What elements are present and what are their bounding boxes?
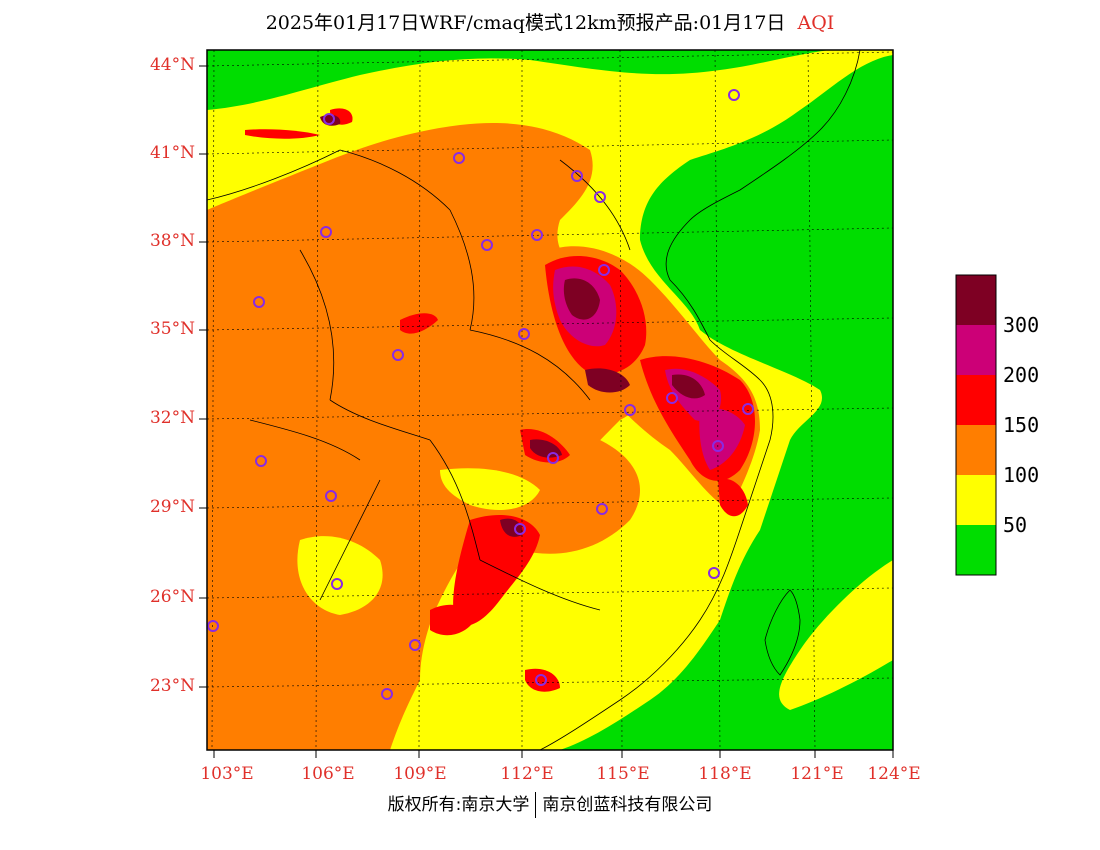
credit-line: 版权所有:南京大学 南京创蓝科技有限公司 <box>0 790 1100 818</box>
legend-label-100: 100 <box>1003 463 1040 487</box>
map-field <box>207 50 893 750</box>
lon-label-121: 121°E <box>790 764 844 784</box>
credit-separator <box>535 792 537 818</box>
lon-label-118: 118°E <box>698 764 752 784</box>
station-markers <box>207 89 754 700</box>
lat-label-41: 41°N <box>149 143 195 163</box>
title-variable: AQI <box>797 12 835 34</box>
map-title: 2025年01月17日WRF/cmaq模式12km预报产品:01月17日 AQI <box>0 8 1100 35</box>
lon-label-106: 106°E <box>301 764 355 784</box>
lat-label-35: 35°N <box>149 319 195 339</box>
legend-label-150: 150 <box>1003 413 1040 437</box>
legend-swatch-moderate <box>956 475 996 525</box>
legend-swatch-very-unhealthy <box>956 325 996 375</box>
graticule <box>207 50 893 750</box>
legend-label-200: 200 <box>1003 363 1040 387</box>
lon-label-112: 112°E <box>500 764 554 784</box>
lon-label-109: 109°E <box>393 764 447 784</box>
legend-swatch-sensitive <box>956 425 996 475</box>
legend-colorbar <box>955 274 997 576</box>
legend-swatch-good <box>956 525 996 575</box>
lon-label-124: 124°E <box>867 764 921 784</box>
legend-swatch-hazardous <box>956 275 996 325</box>
legend-label-50: 50 <box>1003 513 1028 537</box>
legend-label-300: 300 <box>1003 313 1040 337</box>
credit-right: 南京创蓝科技有限公司 <box>542 795 713 815</box>
lon-label-115: 115°E <box>596 764 650 784</box>
axis-ticks <box>199 65 894 758</box>
credit-left: 版权所有:南京大学 <box>387 795 530 815</box>
lon-label-103: 103°E <box>200 764 254 784</box>
lat-label-26: 26°N <box>149 587 195 607</box>
lat-label-32: 32°N <box>149 408 195 428</box>
lat-label-29: 29°N <box>149 497 195 517</box>
lat-label-44: 44°N <box>149 55 195 75</box>
legend-swatch-unhealthy <box>956 375 996 425</box>
lat-label-38: 38°N <box>149 231 195 251</box>
map-frame <box>206 49 894 751</box>
boundary-lines <box>207 50 861 750</box>
lat-label-23: 23°N <box>149 676 195 696</box>
title-text: 2025年01月17日WRF/cmaq模式12km预报产品:01月17日 <box>265 12 786 34</box>
